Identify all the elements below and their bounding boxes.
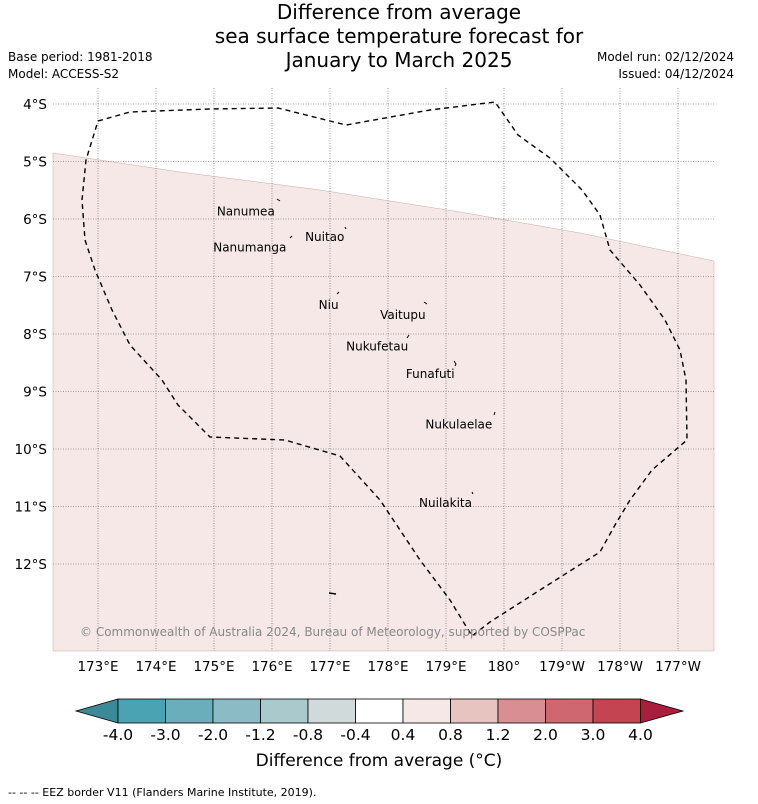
island-shape <box>336 291 340 295</box>
lat-label: 8°S <box>23 327 47 343</box>
island-shape <box>471 491 474 495</box>
island-shape <box>493 411 496 416</box>
base-period: Base period: 1981-2018 <box>8 50 153 64</box>
colorbar-tick-label: -4.0 <box>103 726 133 744</box>
lon-label: 177°W <box>655 659 701 675</box>
lon-label: 178°W <box>597 659 643 675</box>
colorbar-over-arrow <box>640 698 685 724</box>
island-label: Nukufetau <box>346 340 408 354</box>
island-label: Nuitao <box>305 230 344 244</box>
island-shape <box>328 592 337 595</box>
lon-label: 177°E <box>309 659 350 675</box>
colorbar-segment <box>212 698 261 724</box>
lon-label: 180° <box>488 659 521 675</box>
map-title: Difference from average sea surface temp… <box>0 0 758 72</box>
colorbar-tick-label: 4.0 <box>628 726 653 744</box>
lat-label: 12°S <box>15 557 48 573</box>
longitude-labels: 173°E 174°E 175°E 176°E 177°E 178°E 179°E 180° 1… <box>77 659 700 675</box>
colorbar-segment <box>355 698 404 724</box>
island-label: Nanumea <box>217 205 275 219</box>
lat-label: 10°S <box>15 442 48 458</box>
colorbar-segment <box>165 698 214 724</box>
colorbar-segment <box>545 698 594 724</box>
lon-label: 175°E <box>193 659 234 675</box>
model-name: Model: ACCESS-S2 <box>8 67 120 81</box>
colorbar-under-arrow <box>74 698 119 724</box>
lon-label: 178°E <box>367 659 408 675</box>
island-label: Vaitupu <box>380 308 426 322</box>
title-line-1: Difference from average <box>276 0 522 24</box>
run-info: Model run: 02/12/2024 Issued: 04/12/2024 <box>597 49 734 83</box>
colorbar-tick-label: 2.0 <box>533 726 558 744</box>
colorbar-tick-label: -1.2 <box>245 726 275 744</box>
colorbar-tick-label: -0.4 <box>340 726 370 744</box>
lat-label: 4°S <box>23 97 47 113</box>
title-line-3: January to March 2025 <box>285 48 513 72</box>
colorbar-tick-label: 3.0 <box>581 726 606 744</box>
colorbar-tick-label: 1.2 <box>486 726 511 744</box>
lat-label: 7°S <box>23 270 47 286</box>
lon-label: 174°E <box>135 659 176 675</box>
colorbar-segment <box>592 698 641 724</box>
colorbar-segment <box>402 698 451 724</box>
island-shape <box>289 235 293 239</box>
lat-label: 5°S <box>23 155 47 171</box>
colorbar-tick-label: 0.4 <box>391 726 416 744</box>
colorbar-segment <box>260 698 309 724</box>
map-area: Nanumea Nuitao Nanumanga Niu Vaitupu Nukufeta… <box>52 88 715 652</box>
island-shape <box>423 301 428 305</box>
colorbar-segment <box>307 698 356 724</box>
colorbar-tick-label: -0.8 <box>293 726 323 744</box>
model-run-date: Model run: 02/12/2024 <box>596 50 734 64</box>
island-shape <box>344 226 347 230</box>
model-info: Base period: 1981-2018 Model: ACCESS-S2 <box>8 49 153 83</box>
colorbar: -4.0 -3.0 -2.0 -1.2 -0.8 -0.4 0.4 0.8 1.2 2.0 3.0 4… <box>74 698 685 744</box>
colorbar-tick-label: 0.8 <box>438 726 463 744</box>
island-label: Funafuti <box>406 367 455 381</box>
island-label: Nukulaelae <box>425 417 492 431</box>
title-line-2: sea surface temperature forecast for <box>214 24 584 48</box>
lon-label: 179°W <box>539 659 585 675</box>
colorbar-tick-label: -2.0 <box>198 726 228 744</box>
colorbar-label: Difference from average (°C) <box>255 751 503 771</box>
island-label: Nuilakita <box>419 496 472 510</box>
island-shapes <box>276 198 496 595</box>
lon-label: 179°E <box>425 659 466 675</box>
colorbar-segment <box>497 698 546 724</box>
lat-label: 6°S <box>23 212 47 228</box>
island-shape <box>406 334 410 339</box>
island-label: Nanumanga <box>213 240 286 254</box>
island-shape <box>276 198 281 202</box>
colorbar-segment <box>450 698 499 724</box>
island-label: Niu <box>319 298 339 312</box>
latitude-labels: 4°S 5°S 6°S 7°S 8°S 9°S 10°S 11°S 12°S <box>15 97 48 573</box>
lat-label: 11°S <box>15 500 48 516</box>
island-labels: Nanumea Nuitao Nanumanga Niu Vaitupu Nukufeta… <box>213 205 492 511</box>
copyright-notice: © Commonwealth of Australia 2024, Bureau… <box>80 625 585 639</box>
issued-date: Issued: 04/12/2024 <box>618 67 734 81</box>
lon-label: 173°E <box>77 659 118 675</box>
island-shape <box>453 360 457 367</box>
eez-border <box>81 101 688 638</box>
eez-border-note: -- -- -- EEZ border V11 (Flanders Marine… <box>8 786 317 799</box>
anomaly-region-0.4-0.8 <box>52 152 715 652</box>
colorbar-segment <box>117 698 166 724</box>
colorbar-tick-label: -3.0 <box>150 726 180 744</box>
lat-label: 9°S <box>23 385 47 401</box>
lon-label: 176°E <box>251 659 292 675</box>
